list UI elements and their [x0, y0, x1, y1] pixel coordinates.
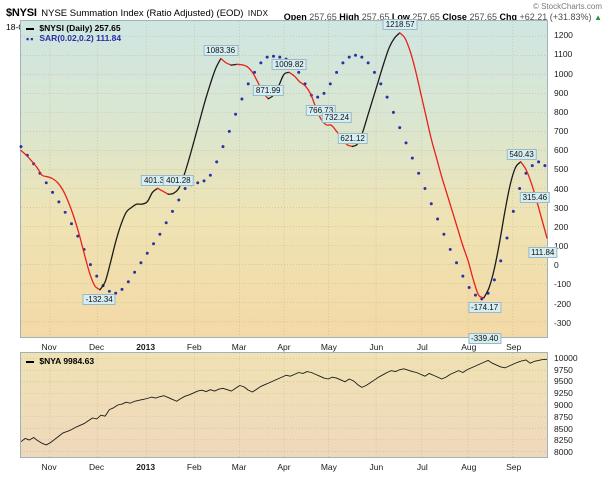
- symbol-description: NYSE Summation Index (Ratio Adjusted) (E…: [41, 8, 244, 19]
- open-value: 257.65: [309, 12, 337, 22]
- main-y-tick: 100: [554, 241, 569, 252]
- main-y-tick: 1100: [554, 49, 573, 60]
- change-label: Chg: [499, 12, 517, 22]
- lower-y-tick: 9750: [554, 364, 573, 375]
- lower-x-tick: Jul: [416, 462, 428, 472]
- main-x-tick: Feb: [186, 342, 202, 352]
- main-chart-panel: [19, 20, 548, 338]
- main-chart-plot: [19, 21, 548, 337]
- main-x-tick: May: [320, 342, 337, 352]
- main-y-tick: 400: [554, 183, 569, 194]
- main-x-tick: Nov: [41, 342, 57, 352]
- main-x-tick: Jun: [369, 342, 384, 352]
- main-y-tick: 300: [554, 202, 569, 213]
- main-y-tick: 1200: [554, 30, 573, 41]
- change-up-arrow-icon: ▲: [594, 13, 602, 22]
- lower-y-tick: 9000: [554, 400, 573, 410]
- main-chart-legend: $NYSI (Daily) 257.65 ▪▪ SAR(0.02,0.2) 11…: [26, 23, 121, 43]
- legend-sar-label: SAR(0.02,0.2) 111.84: [39, 33, 122, 43]
- change-value: +62.21 (+31.83%): [519, 12, 592, 22]
- data-callout-label: 871.99: [252, 85, 284, 97]
- high-label: High: [339, 12, 360, 22]
- data-callout-label: -339.40: [468, 333, 502, 345]
- close-label: Close: [442, 12, 467, 22]
- data-callout-label: -132.34: [82, 293, 116, 305]
- data-callout-label: 766.73: [305, 105, 337, 117]
- main-x-tick: Sep: [506, 342, 522, 352]
- main-x-tick: Apr: [277, 342, 291, 352]
- legend-nysi-label: $NYSI (Daily) 257.65: [39, 23, 121, 33]
- lower-x-tick: Apr: [277, 462, 291, 472]
- main-x-tick: Mar: [231, 342, 247, 352]
- stockcharts-watermark: © StockCharts.com: [532, 2, 602, 11]
- data-callout-label: 111.84: [528, 246, 558, 258]
- lower-y-tick: 8500: [554, 423, 573, 434]
- sar-dots-swatch-icon: ▪▪: [26, 33, 35, 44]
- lower-x-tick: Jun: [369, 462, 384, 472]
- lower-x-tick: Sep: [506, 462, 522, 472]
- main-y-tick: 500: [554, 164, 569, 175]
- lower-x-tick: 2013: [136, 462, 156, 472]
- data-callout-label: 1083.36: [203, 44, 239, 56]
- low-label: Low: [391, 12, 410, 22]
- main-y-tick: -200: [554, 298, 572, 309]
- lower-x-tick: Dec: [88, 462, 105, 472]
- data-callout-label: 315.46: [519, 191, 551, 203]
- main-y-tick: 900: [554, 87, 569, 98]
- data-callout-label: 621.12: [337, 133, 368, 145]
- main-y-tick: 200: [554, 221, 569, 232]
- data-callout-label: -174.17: [468, 301, 502, 313]
- main-y-tick: 800: [554, 106, 569, 117]
- lower-x-tick: May: [320, 462, 337, 472]
- ohlc-quote-bar: Open 257.65 High 257.65 Low 257.65 Close…: [284, 12, 602, 22]
- lower-x-tick: Aug: [461, 462, 477, 472]
- symbol-ticker: $NYSI: [6, 7, 37, 19]
- main-y-tick: 1000: [554, 68, 573, 79]
- main-y-tick: -300: [554, 317, 572, 328]
- nysi-line-swatch-icon: [26, 27, 34, 30]
- main-y-tick: 700: [554, 126, 569, 137]
- lower-y-tick: 8250: [554, 435, 573, 446]
- lower-x-tick: Feb: [186, 462, 202, 472]
- lower-y-tick: 8000: [554, 447, 573, 458]
- lower-y-tick: 10000: [554, 352, 578, 363]
- main-x-tick: Aug: [461, 342, 477, 352]
- main-x-tick: Jul: [416, 342, 428, 352]
- data-callout-label: 1009.82: [271, 58, 307, 70]
- open-label: Open: [283, 12, 307, 22]
- lower-y-tick: 9500: [554, 376, 573, 387]
- data-callout-label: 1218.57: [382, 18, 418, 30]
- data-callout-label: 540.43: [506, 148, 537, 160]
- main-y-tick: -100: [554, 279, 572, 290]
- lower-chart-plot: [20, 353, 548, 457]
- data-callout-label: 401.28: [163, 175, 194, 187]
- legend-nya-label: $NYA 9984.63: [39, 356, 95, 366]
- main-x-tick: Dec: [88, 342, 105, 352]
- low-value: 257.65: [412, 12, 440, 22]
- lower-x-tick: Nov: [41, 462, 57, 472]
- main-y-tick: 0: [554, 260, 559, 271]
- high-value: 257.65: [361, 12, 390, 22]
- main-x-tick: 2013: [136, 342, 156, 352]
- data-callout-label: 732.24: [321, 111, 353, 123]
- lower-y-tick: 8750: [554, 411, 573, 422]
- nya-line-swatch-icon: [26, 360, 34, 363]
- exchange-label: INDX: [247, 9, 269, 18]
- main-y-tick: 600: [554, 145, 569, 156]
- lower-y-tick: 9250: [554, 388, 573, 399]
- lower-x-tick: Mar: [231, 462, 247, 472]
- close-value: 257.65: [469, 12, 497, 22]
- lower-chart-legend: $NYA 9984.63: [26, 356, 94, 366]
- lower-chart-panel: [20, 352, 548, 458]
